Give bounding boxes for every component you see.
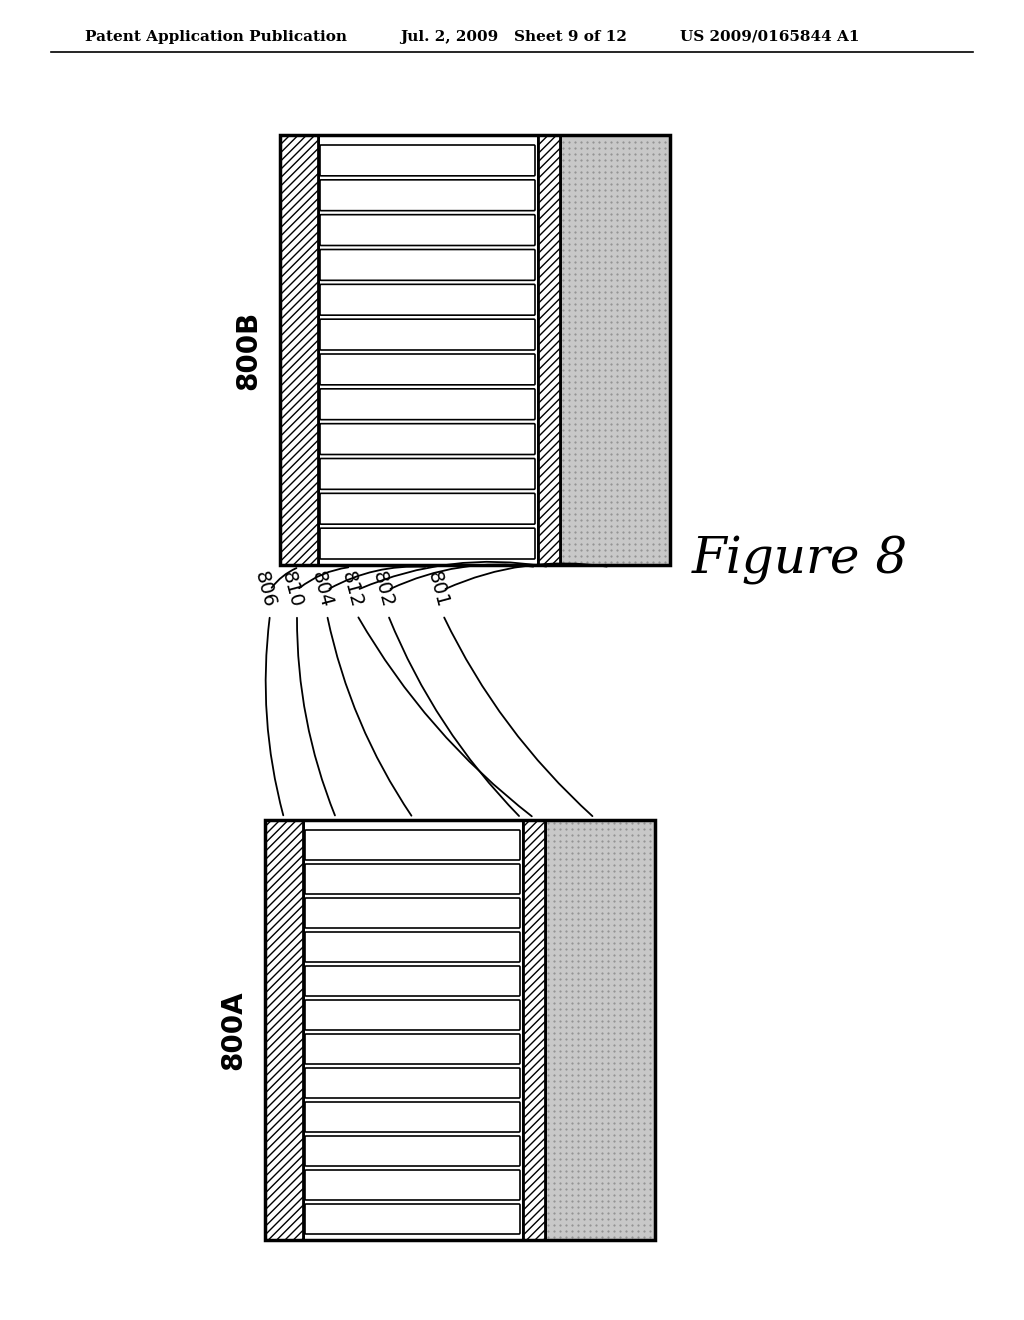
Text: 801: 801: [424, 569, 452, 610]
FancyBboxPatch shape: [305, 1001, 520, 1030]
Bar: [280, 135, 318, 565]
Bar: [538, 135, 560, 565]
FancyBboxPatch shape: [305, 966, 520, 997]
FancyBboxPatch shape: [319, 354, 535, 385]
FancyBboxPatch shape: [319, 528, 535, 558]
FancyBboxPatch shape: [319, 389, 535, 420]
Bar: [265, 820, 303, 1239]
Bar: [303, 820, 523, 1239]
Text: US 2009/0165844 A1: US 2009/0165844 A1: [680, 30, 859, 44]
Bar: [318, 135, 538, 565]
FancyBboxPatch shape: [305, 1068, 520, 1098]
Bar: [523, 820, 545, 1239]
Text: 800B: 800B: [234, 310, 262, 389]
FancyBboxPatch shape: [319, 249, 535, 280]
Text: 812: 812: [338, 569, 366, 610]
FancyBboxPatch shape: [305, 932, 520, 962]
FancyBboxPatch shape: [305, 865, 520, 894]
FancyBboxPatch shape: [319, 215, 535, 246]
FancyBboxPatch shape: [319, 319, 535, 350]
FancyBboxPatch shape: [305, 1034, 520, 1064]
FancyBboxPatch shape: [305, 898, 520, 928]
FancyBboxPatch shape: [319, 424, 535, 454]
Text: 800A: 800A: [219, 990, 247, 1069]
Text: 810: 810: [279, 569, 306, 610]
Text: 806: 806: [251, 569, 279, 610]
FancyBboxPatch shape: [319, 180, 535, 211]
FancyBboxPatch shape: [305, 1102, 520, 1133]
Bar: [265, 820, 655, 1239]
Text: Figure 8: Figure 8: [692, 536, 908, 585]
Text: 802: 802: [369, 569, 397, 610]
Bar: [560, 135, 670, 565]
FancyBboxPatch shape: [319, 494, 535, 524]
Bar: [545, 820, 655, 1239]
FancyBboxPatch shape: [319, 145, 535, 176]
FancyBboxPatch shape: [305, 1137, 520, 1166]
FancyBboxPatch shape: [319, 458, 535, 490]
FancyBboxPatch shape: [305, 1170, 520, 1200]
Text: 804: 804: [308, 569, 336, 610]
Text: Jul. 2, 2009   Sheet 9 of 12: Jul. 2, 2009 Sheet 9 of 12: [400, 30, 627, 44]
Text: Patent Application Publication: Patent Application Publication: [85, 30, 347, 44]
FancyBboxPatch shape: [319, 284, 535, 315]
FancyBboxPatch shape: [305, 830, 520, 861]
Bar: [280, 135, 670, 565]
FancyBboxPatch shape: [305, 1204, 520, 1234]
